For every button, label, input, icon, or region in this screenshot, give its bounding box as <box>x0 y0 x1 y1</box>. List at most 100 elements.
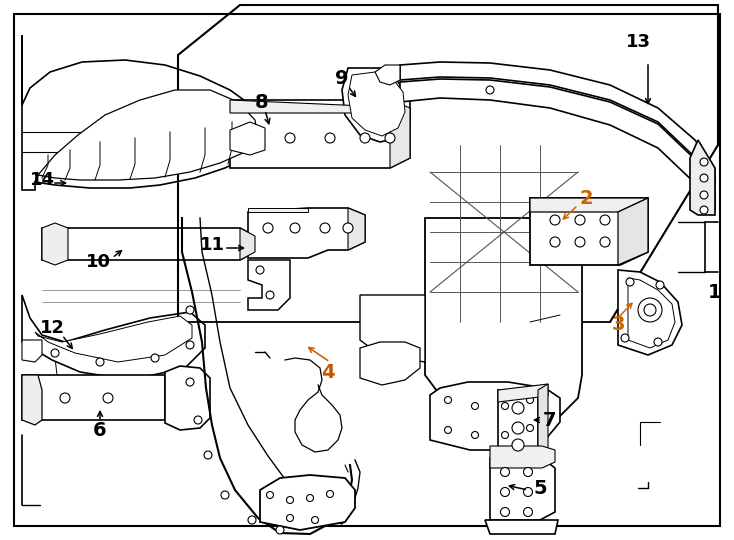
Polygon shape <box>490 446 555 468</box>
Polygon shape <box>628 278 675 348</box>
Circle shape <box>575 215 585 225</box>
Circle shape <box>276 526 284 534</box>
Circle shape <box>311 516 319 523</box>
Circle shape <box>526 424 534 431</box>
Circle shape <box>151 354 159 362</box>
Polygon shape <box>260 475 355 530</box>
Polygon shape <box>22 375 165 420</box>
Circle shape <box>621 334 629 342</box>
Text: 11: 11 <box>200 236 225 254</box>
Circle shape <box>471 402 479 409</box>
Polygon shape <box>530 198 648 265</box>
Polygon shape <box>22 375 42 425</box>
Circle shape <box>285 133 295 143</box>
Circle shape <box>256 266 264 274</box>
Circle shape <box>186 378 194 386</box>
Circle shape <box>253 133 263 143</box>
Polygon shape <box>22 340 42 362</box>
Circle shape <box>523 468 532 476</box>
Polygon shape <box>390 100 410 168</box>
Polygon shape <box>230 100 410 168</box>
Circle shape <box>248 516 256 524</box>
Polygon shape <box>35 90 258 182</box>
Polygon shape <box>22 35 270 190</box>
Circle shape <box>644 304 656 316</box>
Polygon shape <box>425 218 582 428</box>
Polygon shape <box>498 384 548 402</box>
Circle shape <box>186 306 194 314</box>
Circle shape <box>501 488 509 496</box>
Polygon shape <box>490 458 555 520</box>
Circle shape <box>501 402 509 409</box>
Circle shape <box>575 237 585 247</box>
Circle shape <box>385 133 395 143</box>
Circle shape <box>550 237 560 247</box>
Polygon shape <box>230 100 410 113</box>
Circle shape <box>445 396 451 403</box>
Circle shape <box>51 349 59 357</box>
Polygon shape <box>485 520 558 534</box>
Circle shape <box>266 291 274 299</box>
Polygon shape <box>360 295 425 362</box>
Text: 12: 12 <box>40 319 65 337</box>
Polygon shape <box>348 208 365 250</box>
Polygon shape <box>530 198 648 212</box>
Polygon shape <box>618 270 682 355</box>
Circle shape <box>700 191 708 199</box>
Circle shape <box>360 133 370 143</box>
Circle shape <box>512 439 524 451</box>
Text: 1: 1 <box>708 282 722 301</box>
Polygon shape <box>690 140 715 215</box>
Circle shape <box>320 223 330 233</box>
Circle shape <box>327 490 333 497</box>
Circle shape <box>523 488 532 496</box>
Circle shape <box>445 427 451 434</box>
Text: 3: 3 <box>611 315 625 334</box>
Circle shape <box>286 515 294 522</box>
Circle shape <box>290 223 300 233</box>
Text: 13: 13 <box>625 33 650 51</box>
Circle shape <box>471 431 479 438</box>
Circle shape <box>96 358 104 366</box>
Circle shape <box>186 341 194 349</box>
Circle shape <box>512 422 524 434</box>
Circle shape <box>266 491 274 498</box>
Circle shape <box>700 174 708 182</box>
Circle shape <box>221 491 229 499</box>
Polygon shape <box>400 79 715 210</box>
Circle shape <box>103 393 113 403</box>
Text: 10: 10 <box>85 253 111 271</box>
Circle shape <box>501 431 509 438</box>
Text: 6: 6 <box>93 421 107 440</box>
Circle shape <box>194 416 202 424</box>
Polygon shape <box>240 228 255 260</box>
Polygon shape <box>35 316 192 362</box>
Circle shape <box>656 281 664 289</box>
Polygon shape <box>342 68 410 142</box>
Circle shape <box>523 508 532 516</box>
Text: 8: 8 <box>255 92 269 111</box>
Circle shape <box>550 215 560 225</box>
Polygon shape <box>348 72 405 136</box>
Circle shape <box>512 402 524 414</box>
Text: 7: 7 <box>543 410 557 429</box>
Polygon shape <box>430 382 560 450</box>
Circle shape <box>600 215 610 225</box>
Circle shape <box>60 393 70 403</box>
Polygon shape <box>248 208 308 212</box>
Circle shape <box>286 496 294 503</box>
Polygon shape <box>248 208 365 258</box>
Circle shape <box>501 468 509 476</box>
Circle shape <box>526 396 534 403</box>
Circle shape <box>204 451 212 459</box>
Circle shape <box>700 158 708 166</box>
Text: 4: 4 <box>321 362 335 381</box>
Circle shape <box>654 338 662 346</box>
Polygon shape <box>42 223 68 265</box>
Polygon shape <box>618 198 648 265</box>
Polygon shape <box>400 62 715 185</box>
Text: 2: 2 <box>579 188 593 207</box>
Text: 5: 5 <box>533 478 547 497</box>
Text: 14: 14 <box>29 171 54 189</box>
Circle shape <box>600 237 610 247</box>
